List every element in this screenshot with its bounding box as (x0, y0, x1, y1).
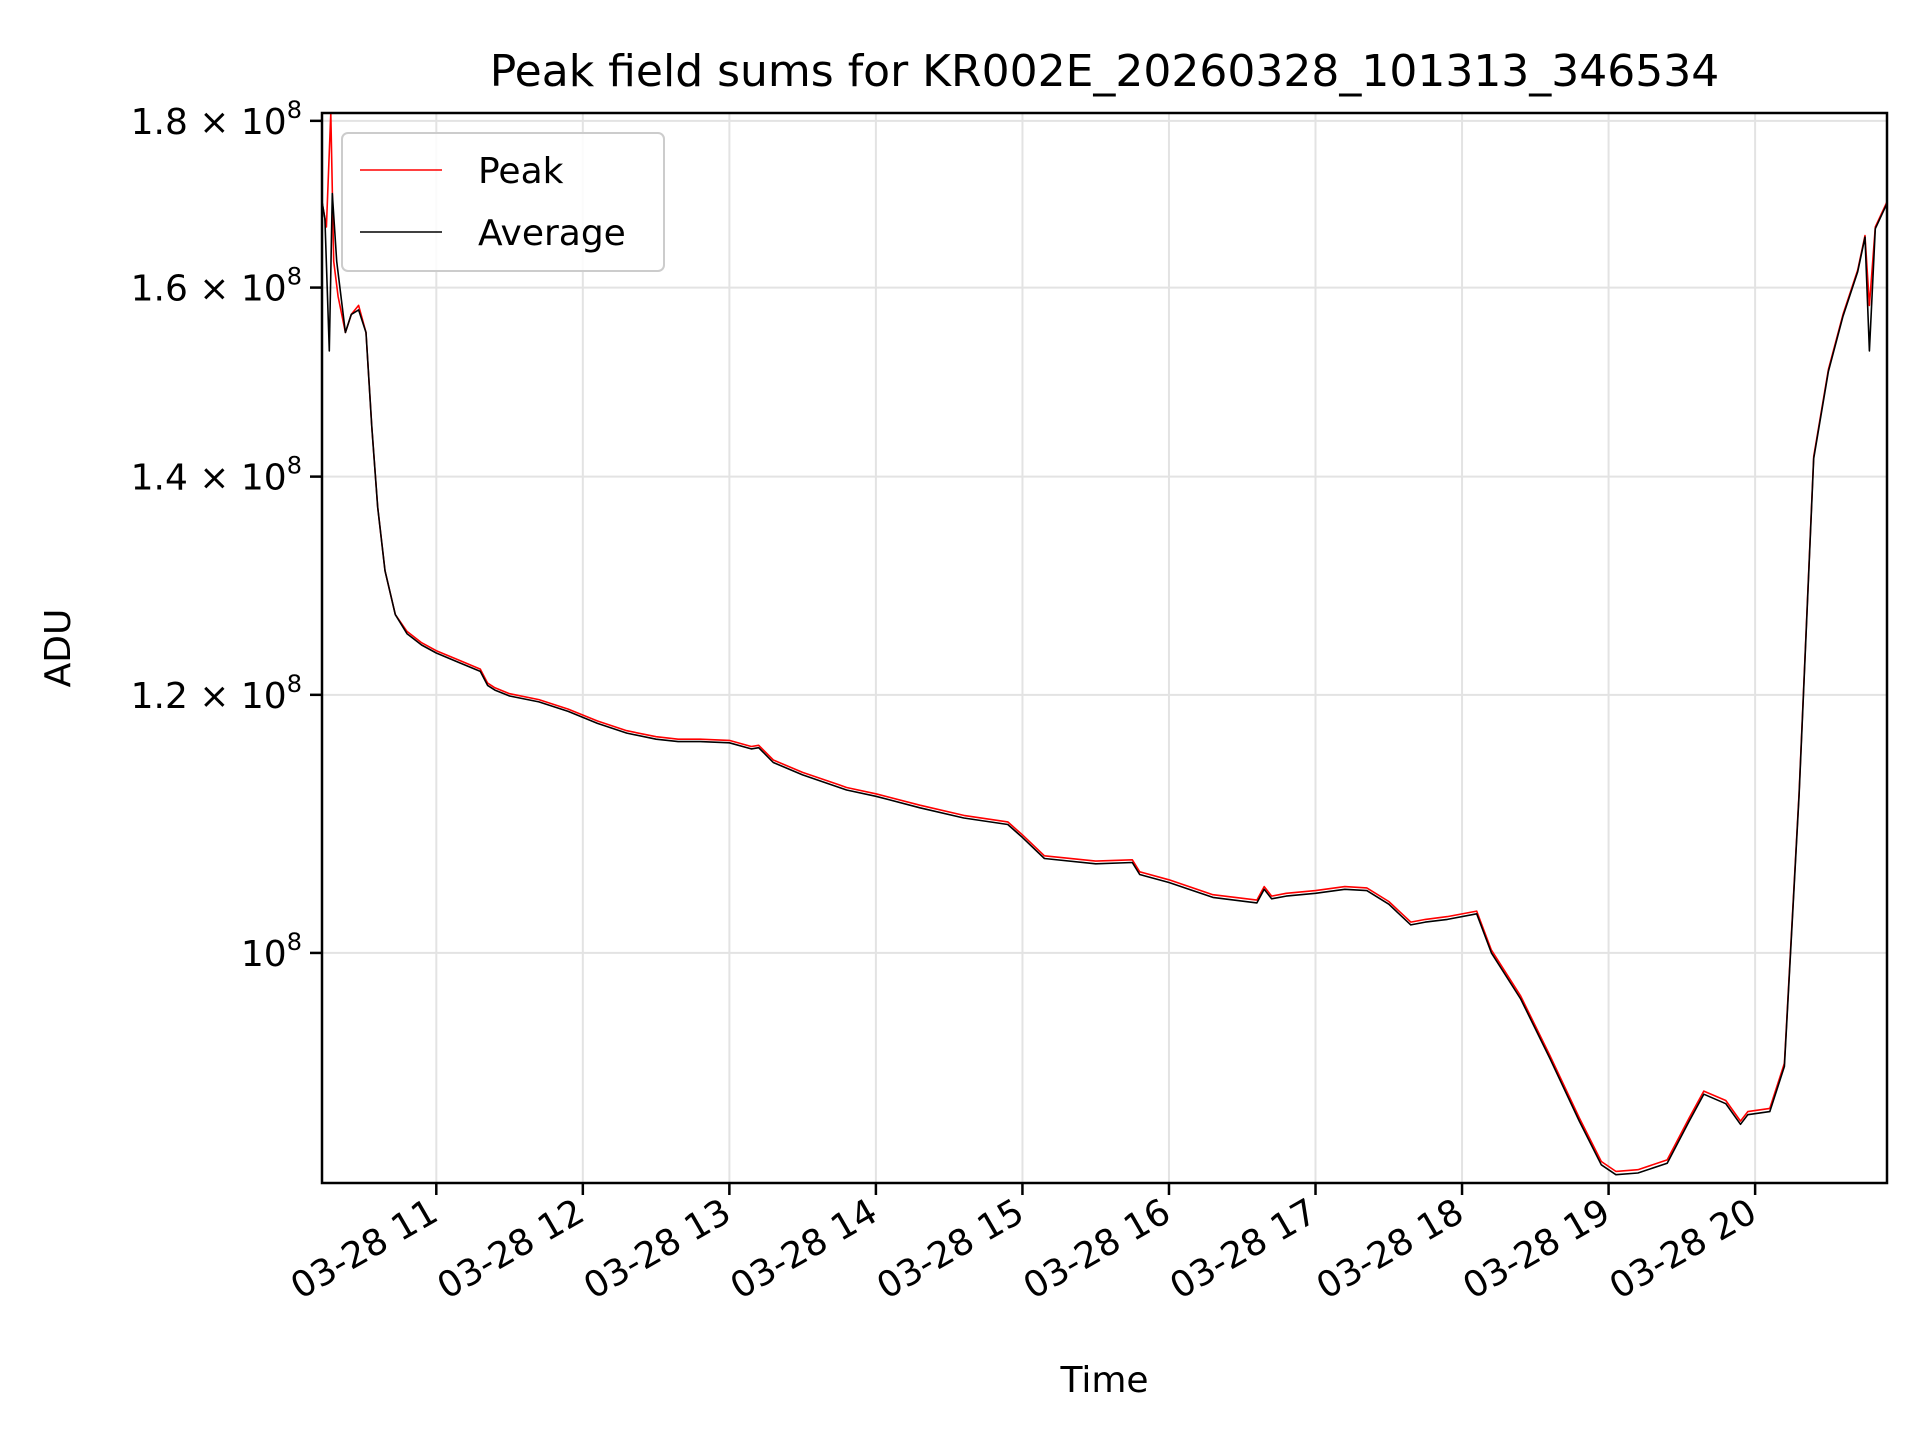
y-axis-ticks: 108 1.2 × 108 1.4 × 108 1.6 × 108 1.8 × 108 (131, 96, 322, 975)
legend-label-peak: Peak (478, 151, 564, 192)
y-tick-label: 1.6 × 108 (131, 263, 302, 310)
x-tick-label: 03-28 15 (870, 1191, 1031, 1307)
y-tick-label: 1.4 × 108 (131, 452, 302, 499)
legend-box (341, 132, 665, 272)
legend-label-average: Average (478, 213, 626, 254)
x-tick-label: 03-28 17 (1163, 1191, 1324, 1307)
x-axis-label: Time (1059, 1360, 1148, 1401)
grid (322, 113, 1887, 1183)
x-tick-label: 03-28 12 (431, 1191, 592, 1307)
series-layer (321, 112, 1888, 1176)
legend: Peak Average (341, 132, 665, 272)
x-tick-label: 03-28 20 (1603, 1191, 1764, 1307)
series-line-peak (321, 112, 1888, 1173)
y-tick-label: 1.2 × 108 (131, 670, 302, 717)
axes-frame (320, 111, 1889, 1185)
x-tick-label: 03-28 13 (577, 1191, 738, 1307)
y-tick-label: 1.8 × 108 (131, 96, 302, 143)
x-tick-label: 03-28 18 (1310, 1191, 1471, 1307)
y-axis-label: ADU (38, 609, 79, 688)
x-tick-label: 03-28 16 (1017, 1191, 1178, 1307)
series-line-average (321, 192, 1888, 1176)
x-tick-label: 03-28 19 (1456, 1191, 1617, 1307)
y-tick-label: 108 (241, 928, 302, 975)
x-tick-label: 03-28 14 (724, 1191, 885, 1307)
chart-title: Peak field sums for KR002E_20260328_1013… (490, 46, 1720, 97)
x-tick-label: 03-28 11 (284, 1191, 445, 1307)
